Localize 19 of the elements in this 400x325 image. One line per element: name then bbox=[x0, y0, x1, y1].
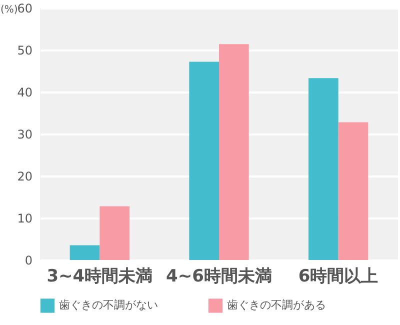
bar bbox=[70, 245, 100, 260]
x-tick-label: 4~6時間未満 bbox=[166, 266, 272, 286]
x-tick-label: 3~4時間未満 bbox=[46, 266, 153, 286]
legend-label: 歯ぐきの不調がない bbox=[59, 298, 158, 312]
x-tick-label: 6時間以上 bbox=[298, 266, 378, 286]
y-tick-label: 60 bbox=[17, 2, 32, 16]
y-tick-label: 20 bbox=[17, 170, 32, 184]
bar bbox=[308, 78, 338, 260]
y-tick-label: 10 bbox=[17, 212, 32, 226]
y-tick-label: 30 bbox=[17, 128, 32, 142]
legend-label: 歯ぐきの不調がある bbox=[227, 298, 326, 312]
y-tick-label: 50 bbox=[17, 44, 32, 58]
bar bbox=[338, 122, 368, 260]
y-tick-label: 40 bbox=[17, 86, 32, 100]
y-axis-title: (%) bbox=[0, 4, 18, 16]
bar bbox=[100, 206, 130, 260]
y-tick-label: 0 bbox=[24, 254, 32, 268]
bar bbox=[219, 44, 249, 260]
bar bbox=[189, 62, 219, 260]
